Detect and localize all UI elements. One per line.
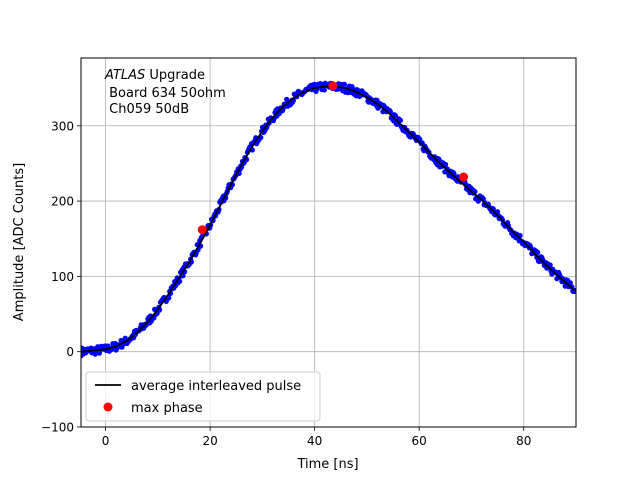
y-tick-label: 200 [51, 195, 74, 209]
annotation-atlas: ATLAS [104, 68, 145, 83]
sample-point [535, 249, 541, 255]
y-tick-label: 100 [51, 270, 74, 284]
legend-label-max-phase: max phase [131, 401, 203, 416]
x-tick-label: 40 [307, 434, 322, 448]
legend-box [85, 371, 321, 422]
legend-marker-swatch [103, 402, 113, 412]
max-phase-point [197, 225, 207, 235]
x-tick-label: 0 [102, 434, 110, 448]
sample-point [392, 113, 399, 119]
sample-point [547, 262, 553, 268]
annotation-line-2: Board 634 50ohm [105, 86, 226, 101]
axis-ticks: 0 20 40 60 80 −100 0 100 200 300 [41, 119, 531, 448]
x-axis-label: Time [ns] [296, 457, 358, 472]
plot-area [81, 80, 576, 359]
annotation-line-1: ATLAS Upgrade [104, 68, 205, 83]
axes-frame [80, 57, 577, 428]
chart-annotation: ATLAS Upgrade Board 634 50ohm Ch059 50dB [104, 68, 226, 117]
plot-series [81, 80, 576, 359]
annotation-line-3: Ch059 50dB [105, 102, 189, 117]
sample-point [443, 161, 449, 168]
sample-point [341, 81, 347, 87]
sample-point [321, 87, 327, 93]
legend-label-average: average interleaved pulse [131, 379, 301, 394]
x-tick-label: 80 [516, 434, 531, 448]
y-axis-label: Amplitude [ADC Counts] [12, 163, 27, 321]
x-tick-label: 20 [202, 434, 217, 448]
x-tick-label: 60 [412, 434, 427, 448]
legend: average interleaved pulse max phase [85, 371, 321, 422]
annotation-upgrade: Upgrade [145, 68, 205, 83]
sample-point [397, 117, 404, 123]
max-phase-point [459, 172, 469, 182]
y-tick-label: 0 [66, 345, 74, 359]
y-tick-label: −100 [41, 421, 74, 435]
max-phase-point [328, 81, 338, 91]
y-tick-label: 300 [51, 119, 74, 133]
